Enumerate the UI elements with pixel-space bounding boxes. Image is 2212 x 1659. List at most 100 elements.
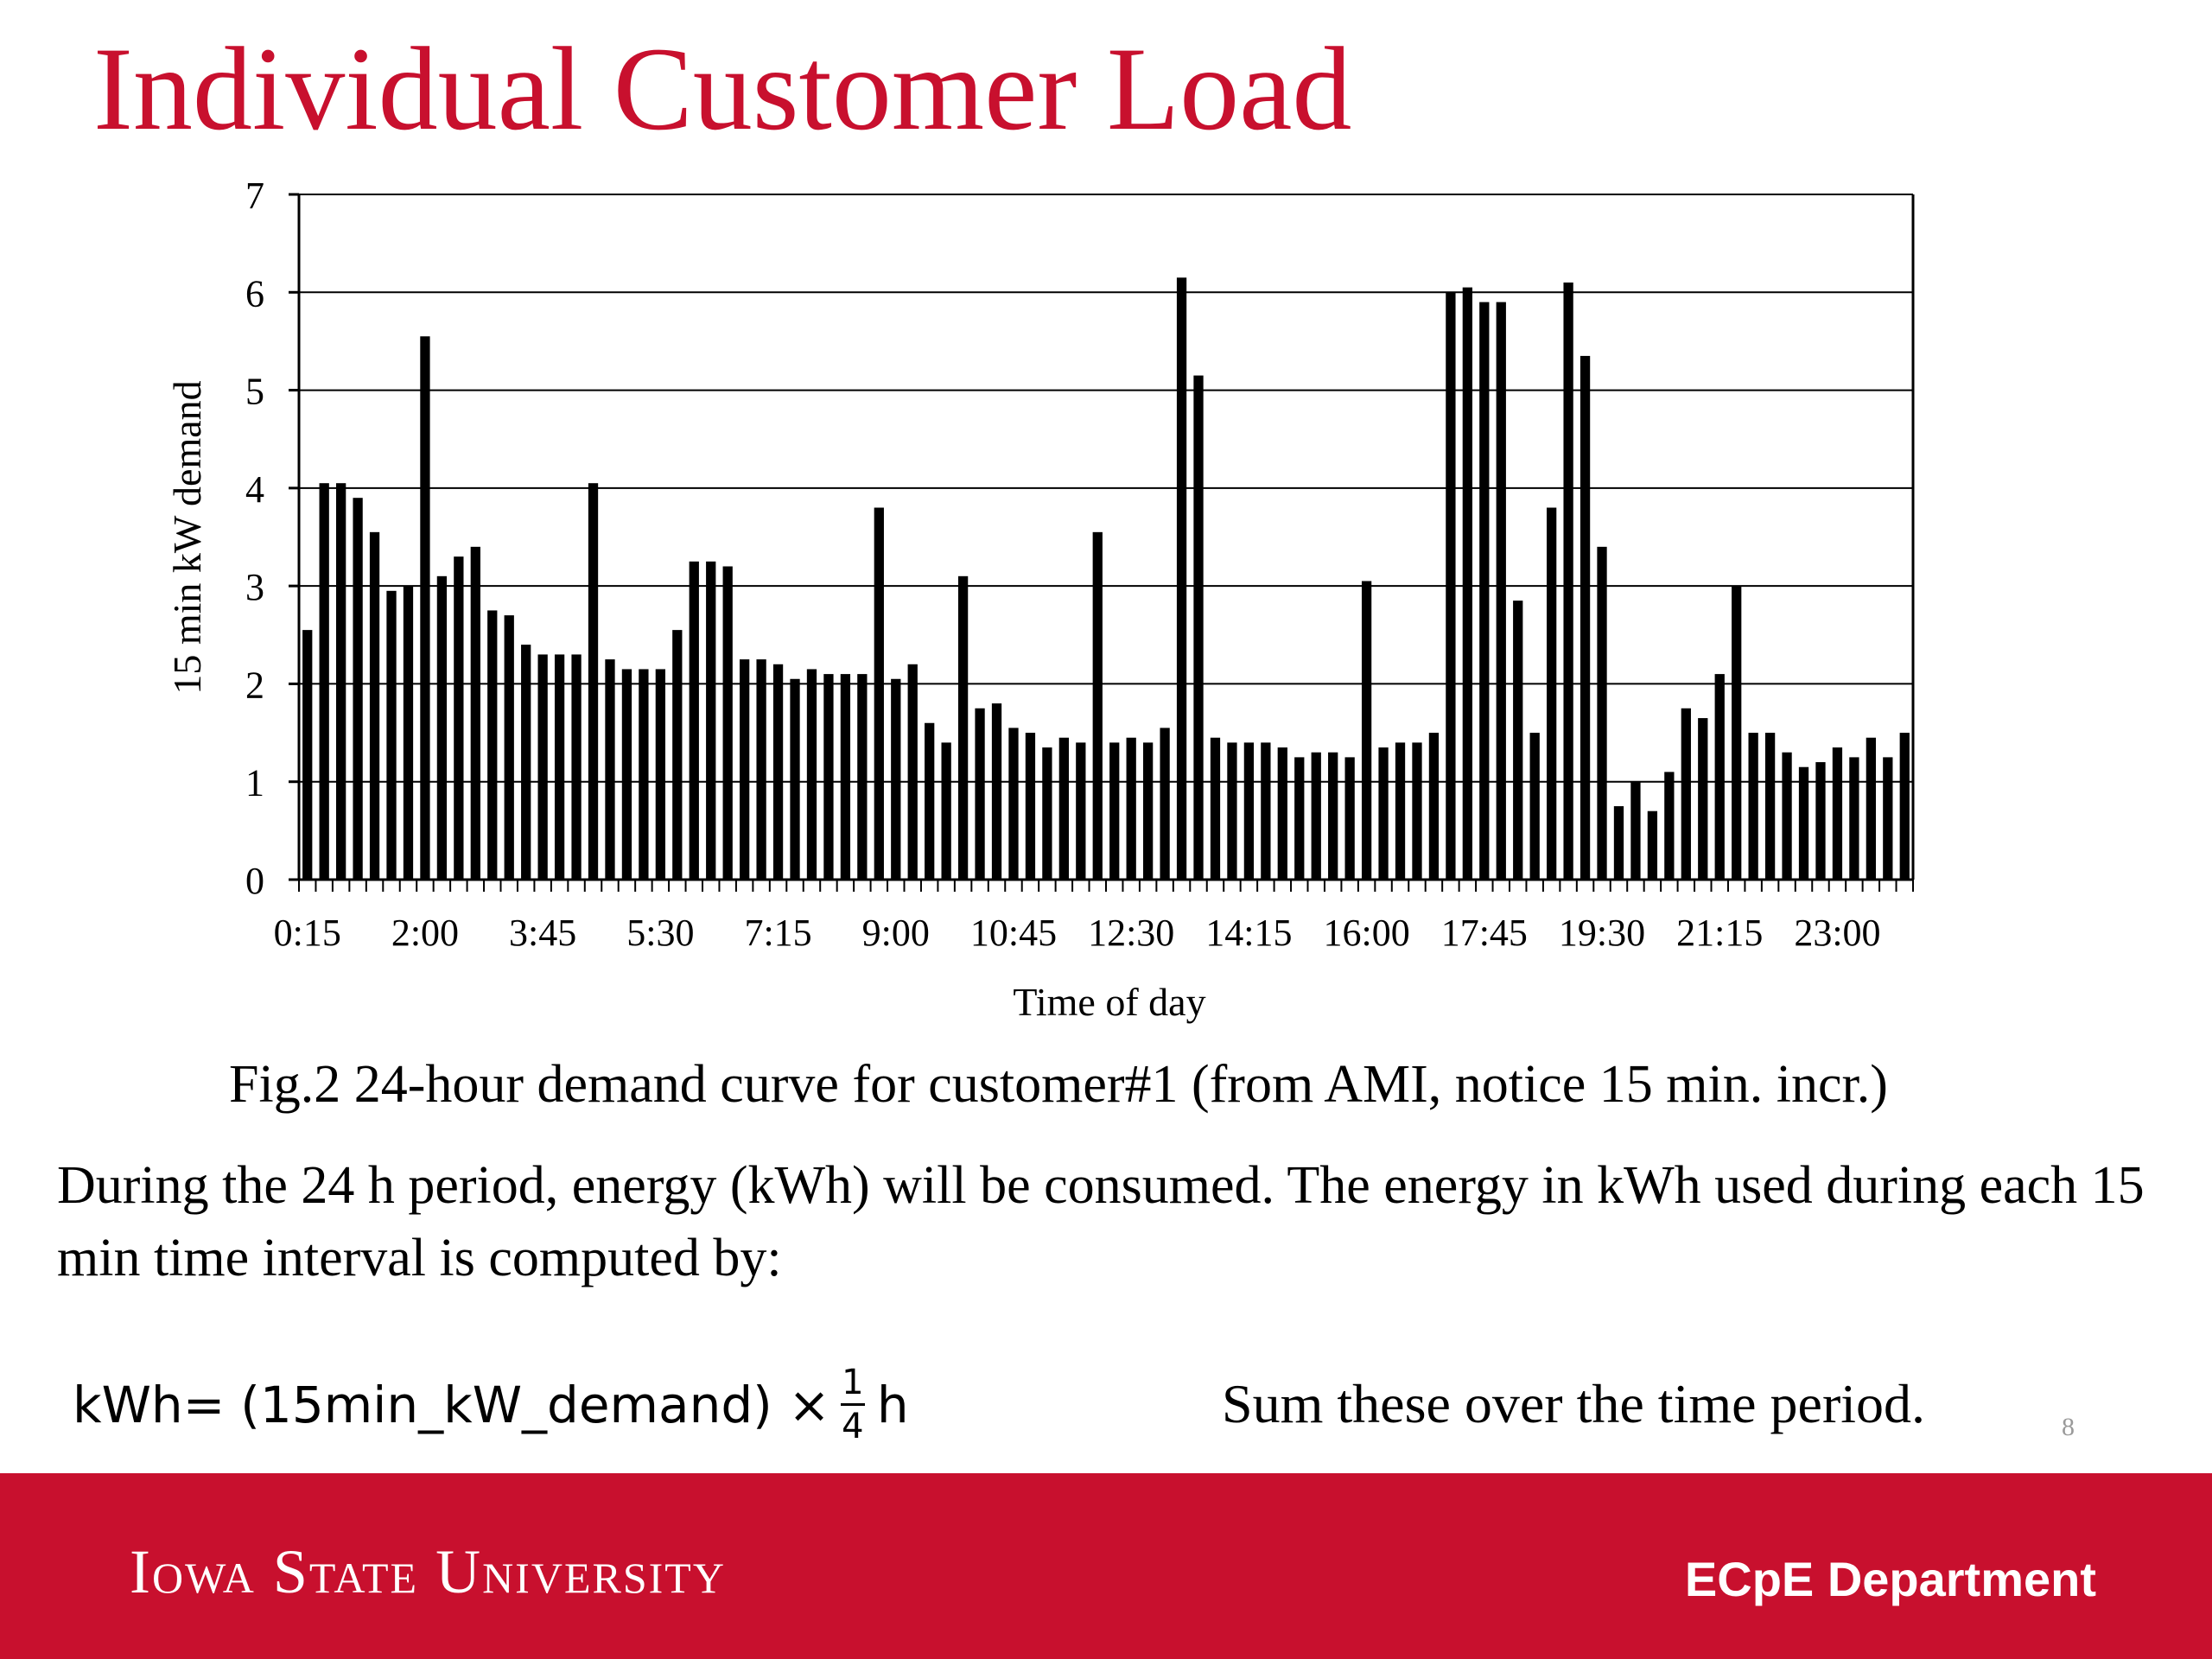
bar-7:15	[772, 664, 784, 880]
bar-14:30	[1261, 742, 1271, 880]
formula-expression: (15min_kW_demand) ×	[240, 1375, 830, 1434]
chart-bars	[302, 277, 1910, 880]
body-paragraph: During the 24 h period, energy (kWh) wil…	[57, 1156, 2145, 1287]
fraction-denominator: 4	[842, 1407, 864, 1446]
bar-8:00	[823, 674, 834, 880]
formula-fraction: 1 4	[840, 1363, 865, 1446]
bar-13:45	[1210, 737, 1221, 880]
sum-note: Sum these over the time period.	[1222, 1373, 1926, 1434]
bar-13:00	[1160, 728, 1170, 880]
formula-unit: h	[876, 1375, 909, 1434]
bar-13:30	[1193, 375, 1204, 880]
department-label: ECpE Department	[1684, 1552, 2096, 1606]
slide-title: Individual Customer Load	[93, 22, 1352, 155]
bar-8:45	[874, 507, 884, 880]
x-tick-label: 21:15	[1676, 912, 1763, 954]
x-tick-label: 23:00	[1794, 912, 1880, 954]
bar-15:15	[1311, 752, 1321, 880]
bar-9:45	[941, 742, 951, 880]
chart-gridlines	[299, 194, 1913, 880]
bar-12:30	[1126, 737, 1136, 880]
bar-6:45	[740, 659, 750, 880]
bar-22:15	[1782, 752, 1792, 880]
x-tick-label: 7:15	[744, 912, 811, 954]
bar-19:30	[1597, 546, 1607, 880]
y-tick-label: 4	[245, 468, 264, 511]
bar-11:30	[1058, 737, 1069, 880]
bar-13:15	[1176, 277, 1187, 880]
bar-1:45	[403, 586, 414, 880]
bar-14:00	[1227, 742, 1237, 880]
y-tick-label: 2	[245, 664, 264, 706]
bar-20:45	[1681, 708, 1691, 880]
bar-1:15	[369, 531, 380, 880]
fraction-numerator: 1	[842, 1363, 864, 1402]
bar-23:45	[1883, 757, 1893, 880]
x-tick-label: 14:15	[1205, 912, 1292, 954]
bar-2:15	[436, 575, 448, 880]
bar-23:15	[1849, 757, 1859, 880]
y-tick-label: 5	[245, 371, 264, 413]
bar-18:30	[1529, 733, 1540, 880]
logo-text: Iowa State University	[130, 1537, 726, 1606]
bar-23:00	[1832, 747, 1843, 880]
bar-20:15	[1647, 810, 1658, 880]
bar-4:15	[571, 654, 582, 880]
bar-18:45	[1547, 507, 1557, 880]
bar-4:00	[554, 654, 565, 880]
bar-14:45	[1277, 747, 1287, 880]
bar-0:30	[319, 483, 329, 880]
bar-10:00	[957, 575, 969, 880]
bar-9:30	[925, 722, 935, 880]
x-tick-label: 0:15	[274, 912, 341, 954]
x-tick-label: 2:00	[391, 912, 459, 954]
x-tick-label: 10:45	[970, 912, 1057, 954]
bar-21:15	[1714, 674, 1725, 880]
bar-22:00	[1764, 733, 1776, 880]
x-tick-label: 17:45	[1441, 912, 1528, 954]
bar-6:15	[706, 561, 716, 880]
y-tick-label: 6	[245, 272, 264, 315]
x-tick-label: 9:00	[862, 912, 930, 954]
chart-tick-labels: 0 1 2 3 4 5 6 7 0:15 2:00 3:45 5:30 7:15 9:00 10:45 12:…	[245, 175, 1881, 954]
bar-16:15	[1378, 747, 1389, 880]
bar-22:45	[1815, 762, 1826, 880]
bar-7:00	[756, 659, 766, 880]
bar-14:15	[1243, 742, 1255, 880]
x-tick-label: 3:45	[509, 912, 576, 954]
demand-bar-chart: 0 1 2 3 4 5 6 7 0:15 2:00 3:45 5:30 7:15 9:00 10:45 12:…	[165, 175, 1915, 1024]
bar-8:15	[840, 674, 851, 880]
university-logo: Iowa State University	[130, 1536, 726, 1608]
chart-axes	[289, 193, 1915, 892]
y-tick-label: 1	[245, 762, 264, 804]
bar-5:45	[672, 630, 683, 880]
fraction-bar	[840, 1403, 865, 1406]
bar-0:15	[302, 630, 313, 880]
bar-5:30	[655, 669, 665, 880]
y-tick-label: 3	[245, 566, 264, 608]
bar-10:15	[975, 708, 985, 880]
x-axis-label: Time of day	[1013, 980, 1205, 1024]
bar-4:45	[605, 659, 615, 880]
y-tick-label: 0	[245, 860, 264, 902]
formula-lhs: kWh=	[73, 1375, 226, 1434]
bar-7:30	[790, 678, 800, 880]
y-tick-label: 7	[245, 175, 264, 217]
bar-2:30	[454, 556, 464, 880]
bar-9:00	[891, 678, 901, 880]
y-axis-label: 15 min kW demand	[165, 380, 209, 694]
bar-18:15	[1513, 601, 1523, 880]
bar-11:15	[1042, 747, 1052, 880]
bar-19:45	[1613, 806, 1624, 880]
bar-4:30	[588, 483, 599, 880]
figure-caption: Fig.2 24-hour demand curve for customer#…	[229, 1055, 1888, 1114]
energy-formula: kWh= (15min_kW_demand) × 1 4 h	[73, 1365, 909, 1444]
x-tick-label: 12:30	[1088, 912, 1174, 954]
bar-12:00	[1092, 531, 1103, 880]
bar-7:45	[806, 669, 817, 880]
bar-10:45	[1008, 728, 1019, 880]
bar-21:00	[1698, 718, 1708, 880]
bar-15:30	[1328, 752, 1338, 880]
bar-2:00	[420, 336, 430, 880]
bar-24:00	[1899, 733, 1910, 880]
